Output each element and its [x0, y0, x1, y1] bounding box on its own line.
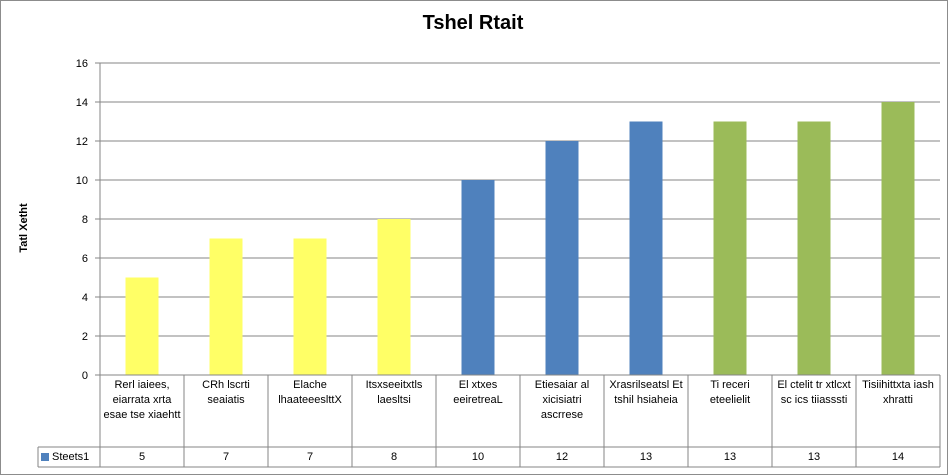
x-tick-label: Ti receri eteelielit — [709, 379, 751, 406]
y-tick-label: 16 — [76, 58, 88, 70]
bar — [125, 277, 159, 375]
bar — [629, 121, 663, 375]
y-tick-label: 10 — [76, 175, 88, 187]
bar — [209, 238, 243, 375]
legend-entry: Steets1 — [38, 447, 99, 467]
data-label: 13 — [639, 451, 653, 463]
y-tick-label: 14 — [76, 97, 88, 109]
data-label: 12 — [555, 451, 569, 463]
x-tick-label: Rerl iaiees, eiarrata xrta esae tse xiae… — [103, 379, 181, 421]
bar — [461, 180, 495, 375]
bar — [545, 141, 579, 375]
bar — [377, 219, 411, 375]
x-tick-label: El xtxes eeiretreaL — [453, 379, 503, 406]
x-tick-label: Tisiihittxta iash xhratti — [862, 379, 934, 406]
x-tick-label: El ctelit tr xtlcxt sc ics tiiasssti — [777, 379, 851, 406]
x-tick-label: Etiesaiar al xicisiatri ascrrese — [534, 379, 590, 421]
y-tick-label: 4 — [82, 292, 88, 304]
x-tick-label: Elache lhaateeeslttX — [278, 379, 342, 406]
legend-key — [41, 453, 49, 461]
y-tick-label: 0 — [82, 370, 88, 382]
data-label: 13 — [807, 451, 821, 463]
y-tick-label: 12 — [76, 136, 88, 148]
x-tick-label: CRh lscrti seaiatis — [202, 379, 250, 406]
y-tick-label: 8 — [82, 214, 88, 226]
y-tick-label: 2 — [82, 331, 88, 343]
bar — [881, 102, 915, 375]
data-label: 7 — [222, 451, 230, 463]
y-tick-label: 6 — [82, 253, 88, 265]
x-tick-label: Itsxseeitxtls laesltsi — [365, 379, 423, 406]
x-tick-label: Xrasrilseatsl Et tshil hsiaheia — [609, 379, 683, 406]
chart-title: Tshel Rtait — [422, 12, 524, 34]
data-label: 8 — [390, 451, 398, 463]
data-label: 10 — [471, 451, 485, 463]
data-label: 14 — [891, 451, 905, 463]
bar — [713, 121, 747, 375]
bar — [797, 121, 831, 375]
data-label: 7 — [306, 451, 314, 463]
data-label: 13 — [723, 451, 737, 463]
data-label: 5 — [138, 451, 146, 463]
legend-series-name: Steets1 — [52, 451, 90, 463]
bar — [293, 238, 327, 375]
